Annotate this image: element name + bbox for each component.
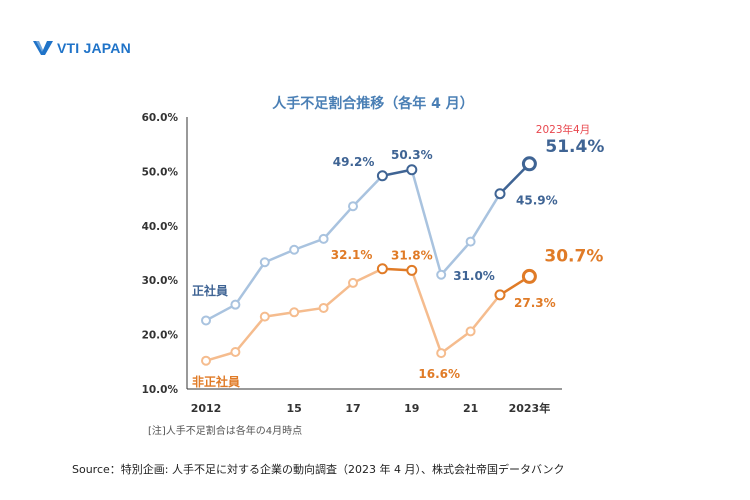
data-label: 31.8% xyxy=(391,248,433,262)
data-point xyxy=(348,277,358,288)
data-label: 31.0% xyxy=(453,269,495,283)
data-label: 51.4% xyxy=(545,137,604,157)
data-point xyxy=(465,326,476,337)
data-point xyxy=(406,264,418,276)
data-label: 50.3% xyxy=(391,148,433,162)
data-point xyxy=(436,269,447,280)
data-point xyxy=(318,302,329,313)
data-point xyxy=(465,236,476,247)
brand-name: VTI JAPAN xyxy=(57,40,131,56)
data-label: 49.2% xyxy=(333,155,375,169)
x-tick-label: 19 xyxy=(404,402,419,415)
data-point xyxy=(494,289,506,301)
data-label: 16.6% xyxy=(418,367,460,381)
y-tick-label: 30.0% xyxy=(142,275,179,287)
data-point xyxy=(376,170,388,182)
chart-title: 人手不足割合推移（各年 4 月） xyxy=(272,95,474,112)
x-tick-label: 2012 xyxy=(191,402,222,415)
data-point xyxy=(521,156,537,172)
y-tick-label: 40.0% xyxy=(142,221,179,233)
vti-logo-icon xyxy=(33,41,53,55)
x-tick-label: 15 xyxy=(287,402,302,415)
data-point xyxy=(348,201,358,212)
annotation-label: 2023年4月 xyxy=(536,123,590,136)
series-name-label: 正社員 xyxy=(192,283,228,298)
data-point xyxy=(494,188,506,200)
y-tick-label: 10.0% xyxy=(142,384,179,396)
data-point xyxy=(201,315,211,326)
x-tick-label: 17 xyxy=(345,402,360,415)
series-line-dip xyxy=(410,269,472,355)
y-tick-label: 20.0% xyxy=(142,330,179,342)
data-point xyxy=(230,299,241,310)
brand-logo: VTI JAPAN xyxy=(32,40,131,56)
series-name-label: 非正社員 xyxy=(192,374,240,389)
series-line-recovery xyxy=(469,294,501,333)
data-point xyxy=(289,244,300,255)
data-label: 45.9% xyxy=(516,194,558,208)
x-tick-label: 2023年 xyxy=(509,401,551,415)
data-point xyxy=(201,355,211,366)
data-point xyxy=(521,268,537,284)
series-line-recovery xyxy=(469,193,502,243)
data-point xyxy=(259,257,270,268)
data-point xyxy=(289,307,300,318)
data-label: 32.1% xyxy=(331,248,373,262)
y-tick-label: 60.0% xyxy=(142,112,179,124)
data-label: 30.7% xyxy=(544,246,603,266)
data-point xyxy=(376,263,388,275)
x-tick-label: 21 xyxy=(463,402,478,415)
y-tick-label: 50.0% xyxy=(142,166,179,178)
data-point xyxy=(436,348,447,359)
data-label: 27.3% xyxy=(514,296,556,310)
data-point xyxy=(259,311,270,322)
data-point xyxy=(406,164,418,176)
data-point xyxy=(318,233,329,244)
data-point xyxy=(230,347,241,358)
source-caption: Source：特別企画: 人手不足に対する企業の動向調査（2023 年 4 月）… xyxy=(72,463,565,476)
chart-note: [注]人手不足割合は各年の4月時点 xyxy=(148,424,302,437)
